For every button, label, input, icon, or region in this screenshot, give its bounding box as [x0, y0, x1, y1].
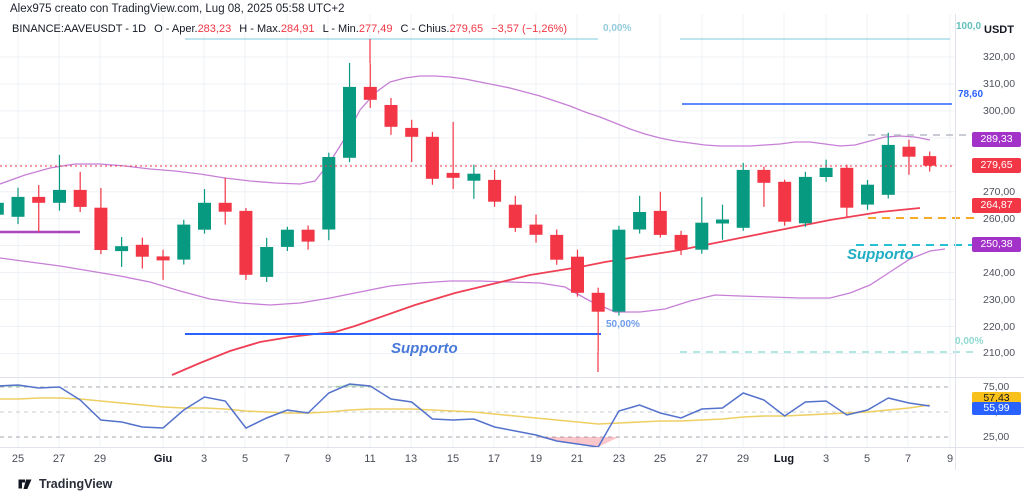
tradingview-chart-window: Alex975 creato con TradingView.com, Lug … [0, 0, 1024, 497]
price-chart-canvas[interactable] [0, 0, 1024, 497]
